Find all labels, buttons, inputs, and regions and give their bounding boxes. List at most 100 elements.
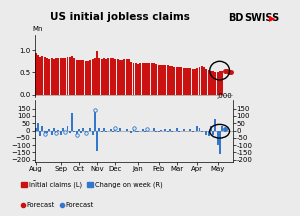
Bar [137, 64, 139, 95]
Bar [160, 65, 162, 95]
Bar [142, 129, 144, 130]
Bar [96, 130, 98, 151]
Bar [176, 128, 178, 130]
Bar [94, 58, 96, 95]
Bar [137, 130, 139, 132]
Bar [53, 59, 55, 95]
Bar [183, 68, 184, 95]
Bar [103, 58, 105, 95]
Bar [41, 56, 44, 95]
Bar [135, 130, 137, 132]
Bar [55, 58, 57, 95]
Bar [158, 130, 160, 132]
Bar [67, 126, 68, 130]
Text: ▶: ▶ [268, 14, 275, 23]
Bar [164, 65, 166, 95]
Bar [82, 128, 84, 130]
Bar [173, 130, 175, 131]
Bar [78, 60, 80, 95]
Bar [101, 59, 103, 95]
Bar [121, 130, 123, 131]
Bar [217, 130, 219, 145]
Bar [112, 58, 114, 95]
Bar [80, 60, 82, 95]
Text: -: - [32, 176, 35, 185]
Bar [64, 130, 66, 132]
Bar [103, 128, 105, 130]
Bar [39, 130, 41, 136]
Bar [51, 58, 52, 95]
Bar [51, 130, 52, 135]
Bar [105, 59, 107, 95]
Bar [171, 66, 173, 95]
Bar [128, 59, 130, 95]
Bar [189, 129, 191, 130]
Bar [187, 68, 189, 95]
Bar [158, 65, 160, 95]
Bar [41, 126, 44, 130]
Bar [140, 64, 141, 95]
Bar [87, 61, 89, 95]
Bar [130, 62, 132, 95]
Bar [214, 72, 216, 95]
Bar [151, 130, 153, 131]
Bar [39, 57, 41, 95]
Bar [67, 57, 68, 95]
Bar [98, 58, 100, 95]
Bar [101, 130, 103, 132]
Bar [192, 69, 194, 95]
Bar [117, 130, 118, 132]
Bar [96, 51, 98, 95]
Bar [221, 71, 223, 95]
Bar [144, 63, 146, 95]
Bar [92, 130, 94, 135]
Bar [98, 128, 100, 130]
Bar [112, 130, 114, 132]
Bar [89, 128, 91, 130]
Bar [221, 126, 223, 130]
Bar [180, 130, 182, 131]
Bar [48, 129, 50, 130]
Bar [176, 67, 178, 95]
Bar [89, 60, 91, 95]
Bar [57, 58, 59, 95]
Bar [60, 58, 61, 95]
Bar [199, 67, 200, 95]
Bar [167, 65, 169, 95]
Bar [69, 130, 71, 133]
Bar [219, 71, 221, 95]
Bar [148, 130, 150, 131]
Bar [126, 129, 127, 130]
Bar [210, 126, 212, 130]
Bar [212, 71, 214, 95]
Bar [196, 126, 198, 130]
Bar [210, 71, 212, 95]
Bar [217, 72, 219, 95]
Bar [64, 58, 66, 95]
Bar [92, 59, 94, 95]
Bar [133, 128, 134, 130]
Bar [162, 130, 164, 131]
Bar [46, 58, 48, 95]
Bar [194, 69, 196, 95]
Bar [219, 130, 221, 154]
Bar [206, 69, 207, 95]
Bar [123, 130, 125, 131]
Bar [192, 130, 194, 132]
Bar [212, 130, 214, 135]
Legend: Forecast, Forecast: Forecast, Forecast [18, 199, 96, 211]
Bar [37, 56, 39, 95]
Bar [187, 130, 189, 131]
Bar [169, 66, 171, 95]
Bar [133, 63, 134, 95]
Bar [44, 130, 46, 134]
Bar [135, 64, 137, 95]
Bar [71, 56, 73, 95]
Bar [119, 128, 121, 130]
Bar [155, 130, 157, 132]
Bar [37, 123, 39, 130]
Bar [130, 130, 132, 133]
Bar [55, 130, 57, 133]
Bar [117, 59, 118, 95]
Text: Mn: Mn [32, 26, 43, 32]
